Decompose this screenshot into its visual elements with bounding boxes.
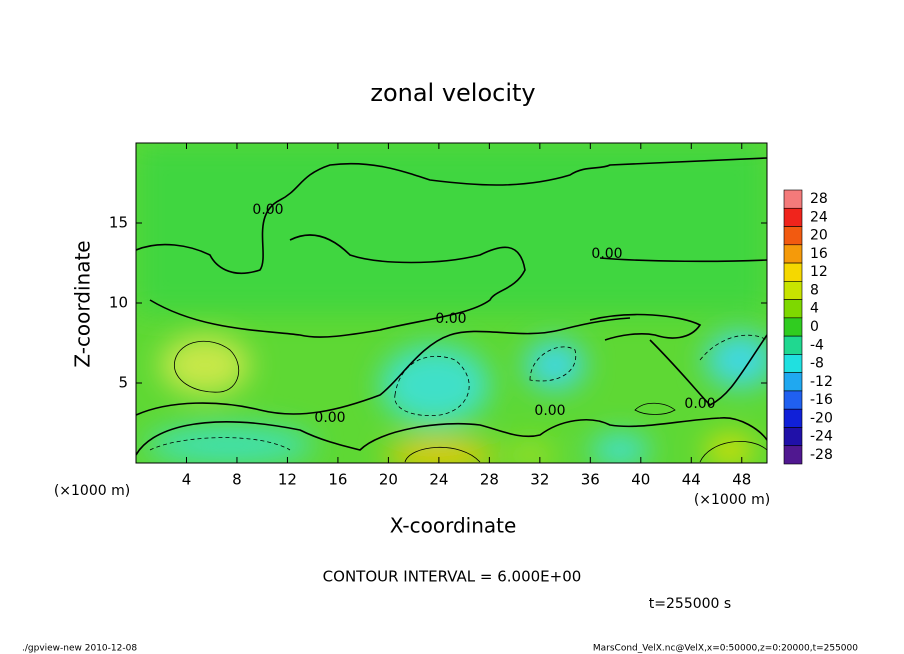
chart-title: zonal velocity <box>370 79 535 107</box>
colorbar-box <box>783 317 803 337</box>
colorbar-box <box>783 207 803 227</box>
x-tick-label: 8 <box>232 471 242 489</box>
colorbar-box <box>783 427 803 447</box>
colorbar-label: -16 <box>810 392 833 408</box>
x-unit: (×1000 m) <box>694 492 770 508</box>
contour-label: 0.00 <box>435 311 466 327</box>
colorbar-label: 0 <box>810 319 819 335</box>
colorbar-label: -4 <box>810 337 824 353</box>
field-blobs <box>145 332 767 463</box>
colorbar-box <box>783 226 803 246</box>
colorbar-box <box>783 372 803 392</box>
colorbar-label: -12 <box>810 374 833 390</box>
x-tick-label: 40 <box>631 471 650 489</box>
footer-right: MarsCond_VelX.nc@VelX,x=0:50000,z=0:2000… <box>593 644 858 654</box>
annotation: CONTOUR INTERVAL = 6.000E+00 <box>323 568 582 586</box>
x-tick-label: 44 <box>682 471 701 489</box>
x-axis-label: X-coordinate <box>390 514 517 538</box>
time-label: t=255000 s <box>649 596 731 612</box>
contour-label: 0.00 <box>314 410 345 426</box>
colorbar-label: 8 <box>810 282 819 298</box>
colorbar-label: 28 <box>810 191 828 207</box>
colorbar-label: 24 <box>810 209 828 225</box>
colorbar-label: 16 <box>810 246 828 262</box>
x-tick-label: 12 <box>278 471 297 489</box>
x-tick-label: 24 <box>429 471 448 489</box>
colorbar-label: 12 <box>810 264 828 280</box>
colorbar-label: -28 <box>810 447 833 463</box>
field-upper <box>136 143 767 313</box>
x-tick-label: 36 <box>581 471 600 489</box>
colorbar-box <box>783 335 803 355</box>
colorbar-label: -8 <box>810 356 824 372</box>
y-tick-label: 15 <box>109 214 128 232</box>
footer-left: ./gpview-new 2010-12-08 <box>22 644 137 654</box>
field <box>136 143 767 463</box>
x-tick-label: 4 <box>182 471 192 489</box>
x-tick-label: 48 <box>732 471 751 489</box>
colorbar-label: 20 <box>810 228 828 244</box>
colorbar-box <box>783 189 803 209</box>
x-tick-label: 16 <box>328 471 347 489</box>
colorbar-box <box>783 445 803 465</box>
zero-contours <box>136 157 767 456</box>
other-contours <box>149 334 767 463</box>
colorbar-box <box>783 354 803 373</box>
contour-label: 0.00 <box>684 396 715 412</box>
y-tick-label: 10 <box>109 294 128 312</box>
x-unit: (×1000 m) <box>54 483 130 499</box>
colorbar-label: 4 <box>810 301 819 317</box>
colorbar-box <box>783 244 803 264</box>
y-tick-label: 5 <box>118 374 128 392</box>
colorbar-box <box>783 262 803 282</box>
colorbar-label: -20 <box>810 410 833 426</box>
colorbar-box <box>783 390 803 410</box>
x-tick-label: 28 <box>480 471 499 489</box>
contour-label: 0.00 <box>591 246 622 262</box>
x-tick-label: 20 <box>379 471 398 489</box>
x-tick-label: 32 <box>530 471 549 489</box>
contour-label: 0.00 <box>252 202 283 218</box>
colorbar-box <box>783 281 803 300</box>
y-axis-label: Z-coordinate <box>71 240 95 367</box>
colorbar-box <box>783 299 803 319</box>
contour-label: 0.00 <box>534 403 565 419</box>
colorbar-box <box>783 408 803 428</box>
colorbar-label: -24 <box>810 429 833 445</box>
